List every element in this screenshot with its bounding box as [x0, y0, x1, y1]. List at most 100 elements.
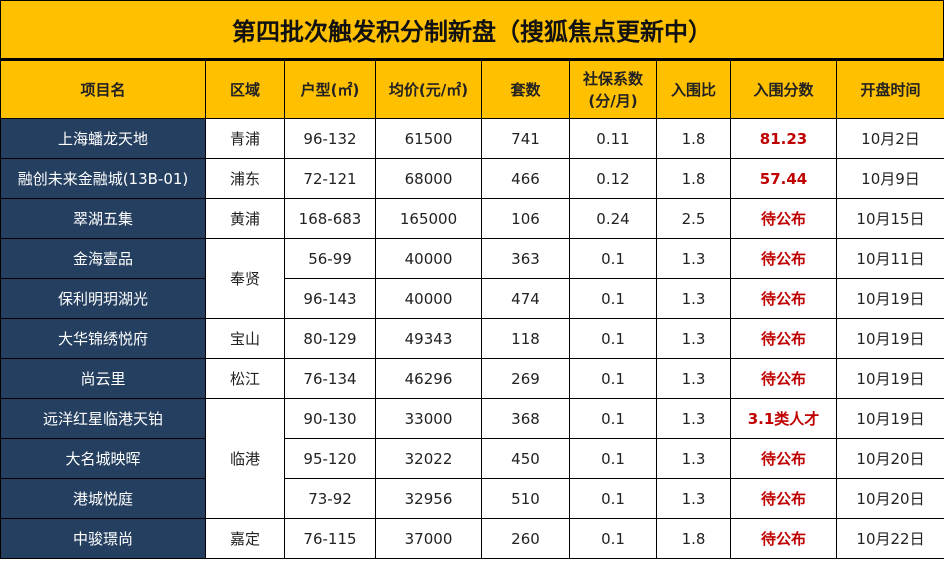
cell-social-security-coef: 0.12	[569, 158, 657, 199]
cell-unit-count: 106	[481, 198, 570, 239]
cell-unit-size: 96-143	[284, 278, 376, 319]
cell-project-name: 大名城映晖	[0, 438, 206, 479]
header-row: 项目名 区域 户型(㎡) 均价(元/㎡) 套数 社保系数 (分/月) 入围比 入围分数 开盘时间	[0, 60, 944, 119]
cell-avg-price: 68000	[375, 158, 482, 199]
table-row: 翠湖五集 黄浦 168-683 165000 106 0.24 2.5 待公布 10月15日	[0, 198, 944, 239]
cell-unit-count: 118	[481, 318, 570, 359]
cell-shortlist-ratio: 1.3	[656, 478, 731, 519]
cell-shortlist-ratio: 2.5	[656, 198, 731, 239]
cell-social-security-coef: 0.1	[569, 238, 657, 279]
cell-project-name: 尚云里	[0, 358, 206, 399]
cell-unit-count: 363	[481, 238, 570, 279]
cell-opening-date: 10月11日	[836, 238, 944, 279]
table-row: 远洋红星临港天铂 临港 90-130 33000 368 0.1 1.3 3.1类人才 10月1…	[0, 398, 944, 519]
cell-unit-count: 368	[481, 398, 570, 439]
cell-project-name: 上海蟠龙天地	[0, 118, 206, 159]
cell-avg-price: 32022	[375, 438, 482, 479]
cell-shortlist-ratio: 1.3	[656, 318, 731, 359]
cell-opening-date: 10月20日	[836, 478, 944, 519]
cell-avg-price: 33000	[375, 398, 482, 439]
header-opening-date: 开盘时间	[836, 60, 944, 119]
cell-district: 黄浦	[205, 198, 285, 239]
cell-unit-count: 510	[481, 478, 570, 519]
cell-social-security-coef: 0.24	[569, 198, 657, 239]
cell-unit-size: 72-121	[284, 158, 376, 199]
cell-shortlist-ratio: 1.8	[656, 518, 731, 559]
header-project-name: 项目名	[0, 60, 206, 119]
cell-shortlist-score: 待公布	[730, 518, 837, 559]
cell-opening-date: 10月19日	[836, 398, 944, 439]
cell-project-name: 大华锦绣悦府	[0, 318, 206, 359]
cell-shortlist-ratio: 1.8	[656, 158, 731, 199]
cell-social-security-coef: 0.1	[569, 278, 657, 319]
cell-social-security-coef: 0.1	[569, 478, 657, 519]
cell-district: 青浦	[205, 118, 285, 159]
cell-avg-price: 61500	[375, 118, 482, 159]
table-row: 金海壹品 奉贤 56-99 40000 363 0.1 1.3 待公布 10月11日	[0, 238, 944, 319]
cell-social-security-coef: 0.1	[569, 398, 657, 439]
cell-district: 浦东	[205, 158, 285, 199]
cell-shortlist-score: 81.23	[730, 118, 837, 159]
cell-avg-price: 40000	[375, 238, 482, 279]
cell-shortlist-ratio: 1.3	[656, 238, 731, 279]
cell-unit-size: 76-115	[284, 518, 376, 559]
cell-opening-date: 10月2日	[836, 118, 944, 159]
cell-avg-price: 165000	[375, 198, 482, 239]
table-title: 第四批次触发积分制新盘（搜狐焦点更新中）	[0, 0, 944, 60]
table-row: 尚云里 松江 76-134 46296 269 0.1 1.3 待公布 10月19日	[0, 358, 944, 399]
cell-project-name: 远洋红星临港天铂	[0, 398, 206, 439]
cell-unit-count: 474	[481, 278, 570, 319]
cell-district: 临港	[205, 398, 285, 519]
cell-project-name: 金海壹品	[0, 238, 206, 279]
cell-unit-size: 95-120	[284, 438, 376, 479]
cell-shortlist-score: 待公布	[730, 198, 837, 239]
cell-opening-date: 10月22日	[836, 518, 944, 559]
table-row: 上海蟠龙天地 青浦 96-132 61500 741 0.11 1.8 81.23 10月2日	[0, 118, 944, 159]
cell-opening-date: 10月15日	[836, 198, 944, 239]
cell-district: 奉贤	[205, 238, 285, 319]
cell-unit-size: 76-134	[284, 358, 376, 399]
cell-shortlist-ratio: 1.3	[656, 358, 731, 399]
cell-unit-size: 96-132	[284, 118, 376, 159]
cell-avg-price: 40000	[375, 278, 482, 319]
cell-avg-price: 37000	[375, 518, 482, 559]
table-row: 大华锦绣悦府 宝山 80-129 49343 118 0.1 1.3 待公布 10月19日	[0, 318, 944, 359]
cell-unit-size: 168-683	[284, 198, 376, 239]
cell-opening-date: 10月19日	[836, 318, 944, 359]
cell-unit-size: 80-129	[284, 318, 376, 359]
new-homes-table: 项目名 区域 户型(㎡) 均价(元/㎡) 套数 社保系数 (分/月) 入围比 入围分数 开盘时间 …	[0, 60, 944, 559]
table-row: 中骏璟尚 嘉定 76-115 37000 260 0.1 1.8 待公布 10月22日	[0, 518, 944, 559]
table-row: 港城悦庭 73-92 32956 510 0.1 1.3 待公布 10月20日	[0, 478, 944, 519]
cell-project-name: 港城悦庭	[0, 478, 206, 519]
cell-social-security-coef: 0.1	[569, 518, 657, 559]
cell-opening-date: 10月9日	[836, 158, 944, 199]
cell-social-security-coef: 0.1	[569, 438, 657, 479]
cell-avg-price: 32956	[375, 478, 482, 519]
cell-unit-count: 741	[481, 118, 570, 159]
cell-shortlist-ratio: 1.8	[656, 118, 731, 159]
header-social-security-coef: 社保系数 (分/月)	[569, 60, 657, 119]
header-district: 区域	[205, 60, 285, 119]
cell-unit-count: 450	[481, 438, 570, 479]
cell-shortlist-score: 57.44	[730, 158, 837, 199]
header-unit-count: 套数	[481, 60, 570, 119]
cell-project-name: 翠湖五集	[0, 198, 206, 239]
cell-district: 嘉定	[205, 518, 285, 559]
cell-avg-price: 46296	[375, 358, 482, 399]
cell-opening-date: 10月19日	[836, 278, 944, 319]
cell-unit-count: 466	[481, 158, 570, 199]
cell-opening-date: 10月19日	[836, 358, 944, 399]
cell-shortlist-score: 待公布	[730, 238, 837, 279]
cell-shortlist-score: 待公布	[730, 318, 837, 359]
cell-avg-price: 49343	[375, 318, 482, 359]
cell-shortlist-ratio: 1.3	[656, 438, 731, 479]
cell-project-name: 融创未来金融城(13B-01)	[0, 158, 206, 199]
cell-project-name: 保利明玥湖光	[0, 278, 206, 319]
cell-social-security-coef: 0.11	[569, 118, 657, 159]
table-row: 大名城映晖 95-120 32022 450 0.1 1.3 待公布 10月20日	[0, 438, 944, 479]
cell-unit-size: 56-99	[284, 238, 376, 279]
cell-unit-size: 73-92	[284, 478, 376, 519]
cell-shortlist-score: 待公布	[730, 438, 837, 479]
cell-social-security-coef: 0.1	[569, 318, 657, 359]
table-row: 保利明玥湖光 96-143 40000 474 0.1 1.3 待公布 10月19日	[0, 278, 944, 319]
